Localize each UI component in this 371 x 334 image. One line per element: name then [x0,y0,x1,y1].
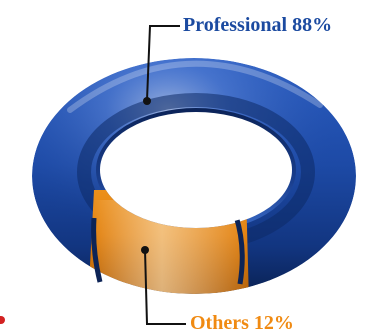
slice-separator-left [91,217,103,283]
slice-separator-right [233,215,245,285]
leader-line-professional [146,25,180,101]
leader-line-others [144,249,186,325]
donut-hole-cover [104,118,288,226]
data-label-professional: Professional 88% [183,14,333,36]
slice-professional-rim-light [67,60,323,113]
leader-dot-professional [143,97,151,105]
leader-dot-others [141,246,149,254]
edge-marker [0,316,5,324]
data-label-others: Others 12% [190,312,294,334]
